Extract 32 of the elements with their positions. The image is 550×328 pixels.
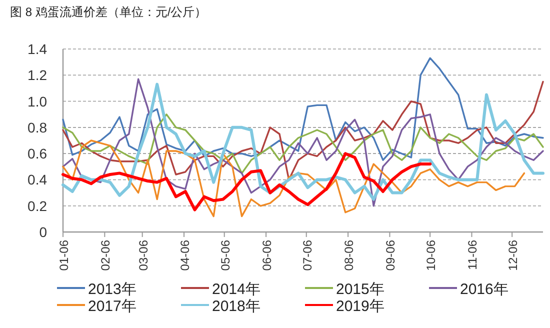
y-tick-label: 0.8: [28, 119, 48, 136]
x-tick-label: 06-06: [260, 240, 274, 271]
legend-label: 2013年: [88, 281, 136, 298]
legend-label: 2017年: [88, 298, 136, 315]
legend-label: 2016年: [460, 281, 508, 298]
legend-label: 2019年: [336, 298, 384, 315]
y-tick-label: 0.4: [28, 172, 48, 188]
line-series: [62, 114, 544, 174]
y-tick-label: 1.0: [28, 93, 48, 110]
y-tick-label: 1.2: [28, 67, 48, 84]
y-tick-label: 0.6: [28, 146, 48, 162]
x-tick-label: 10-06: [424, 240, 438, 271]
x-tick-label: 05-06: [218, 240, 232, 271]
line-series: [62, 57, 544, 161]
x-tick-label: 04-06: [178, 240, 192, 271]
legend-label: 2014年: [212, 281, 260, 298]
line-series: [62, 152, 432, 212]
y-tick-label: 1.4: [28, 41, 48, 57]
line-series: [62, 140, 526, 218]
legend-label: 2018年: [212, 298, 260, 315]
x-tick-label: 08-06: [342, 240, 356, 271]
x-tick-label: 01-06: [57, 240, 71, 271]
x-tick-label: 09-06: [384, 240, 398, 271]
x-tick-label: 07-06: [300, 240, 314, 271]
x-tick-label: 02-06: [98, 240, 113, 271]
y-tick-label: 0.2: [28, 198, 48, 214]
legend-label: 2015年: [336, 281, 384, 298]
chart-title: 图 8 鸡蛋流通价差（单位：元/公斤）: [10, 5, 207, 19]
x-tick-label: 03-06: [136, 240, 150, 271]
x-tick-label: 11-06: [466, 240, 480, 270]
x-tick-label: 12-06: [506, 240, 520, 271]
y-tick-label: 0: [39, 224, 48, 240]
